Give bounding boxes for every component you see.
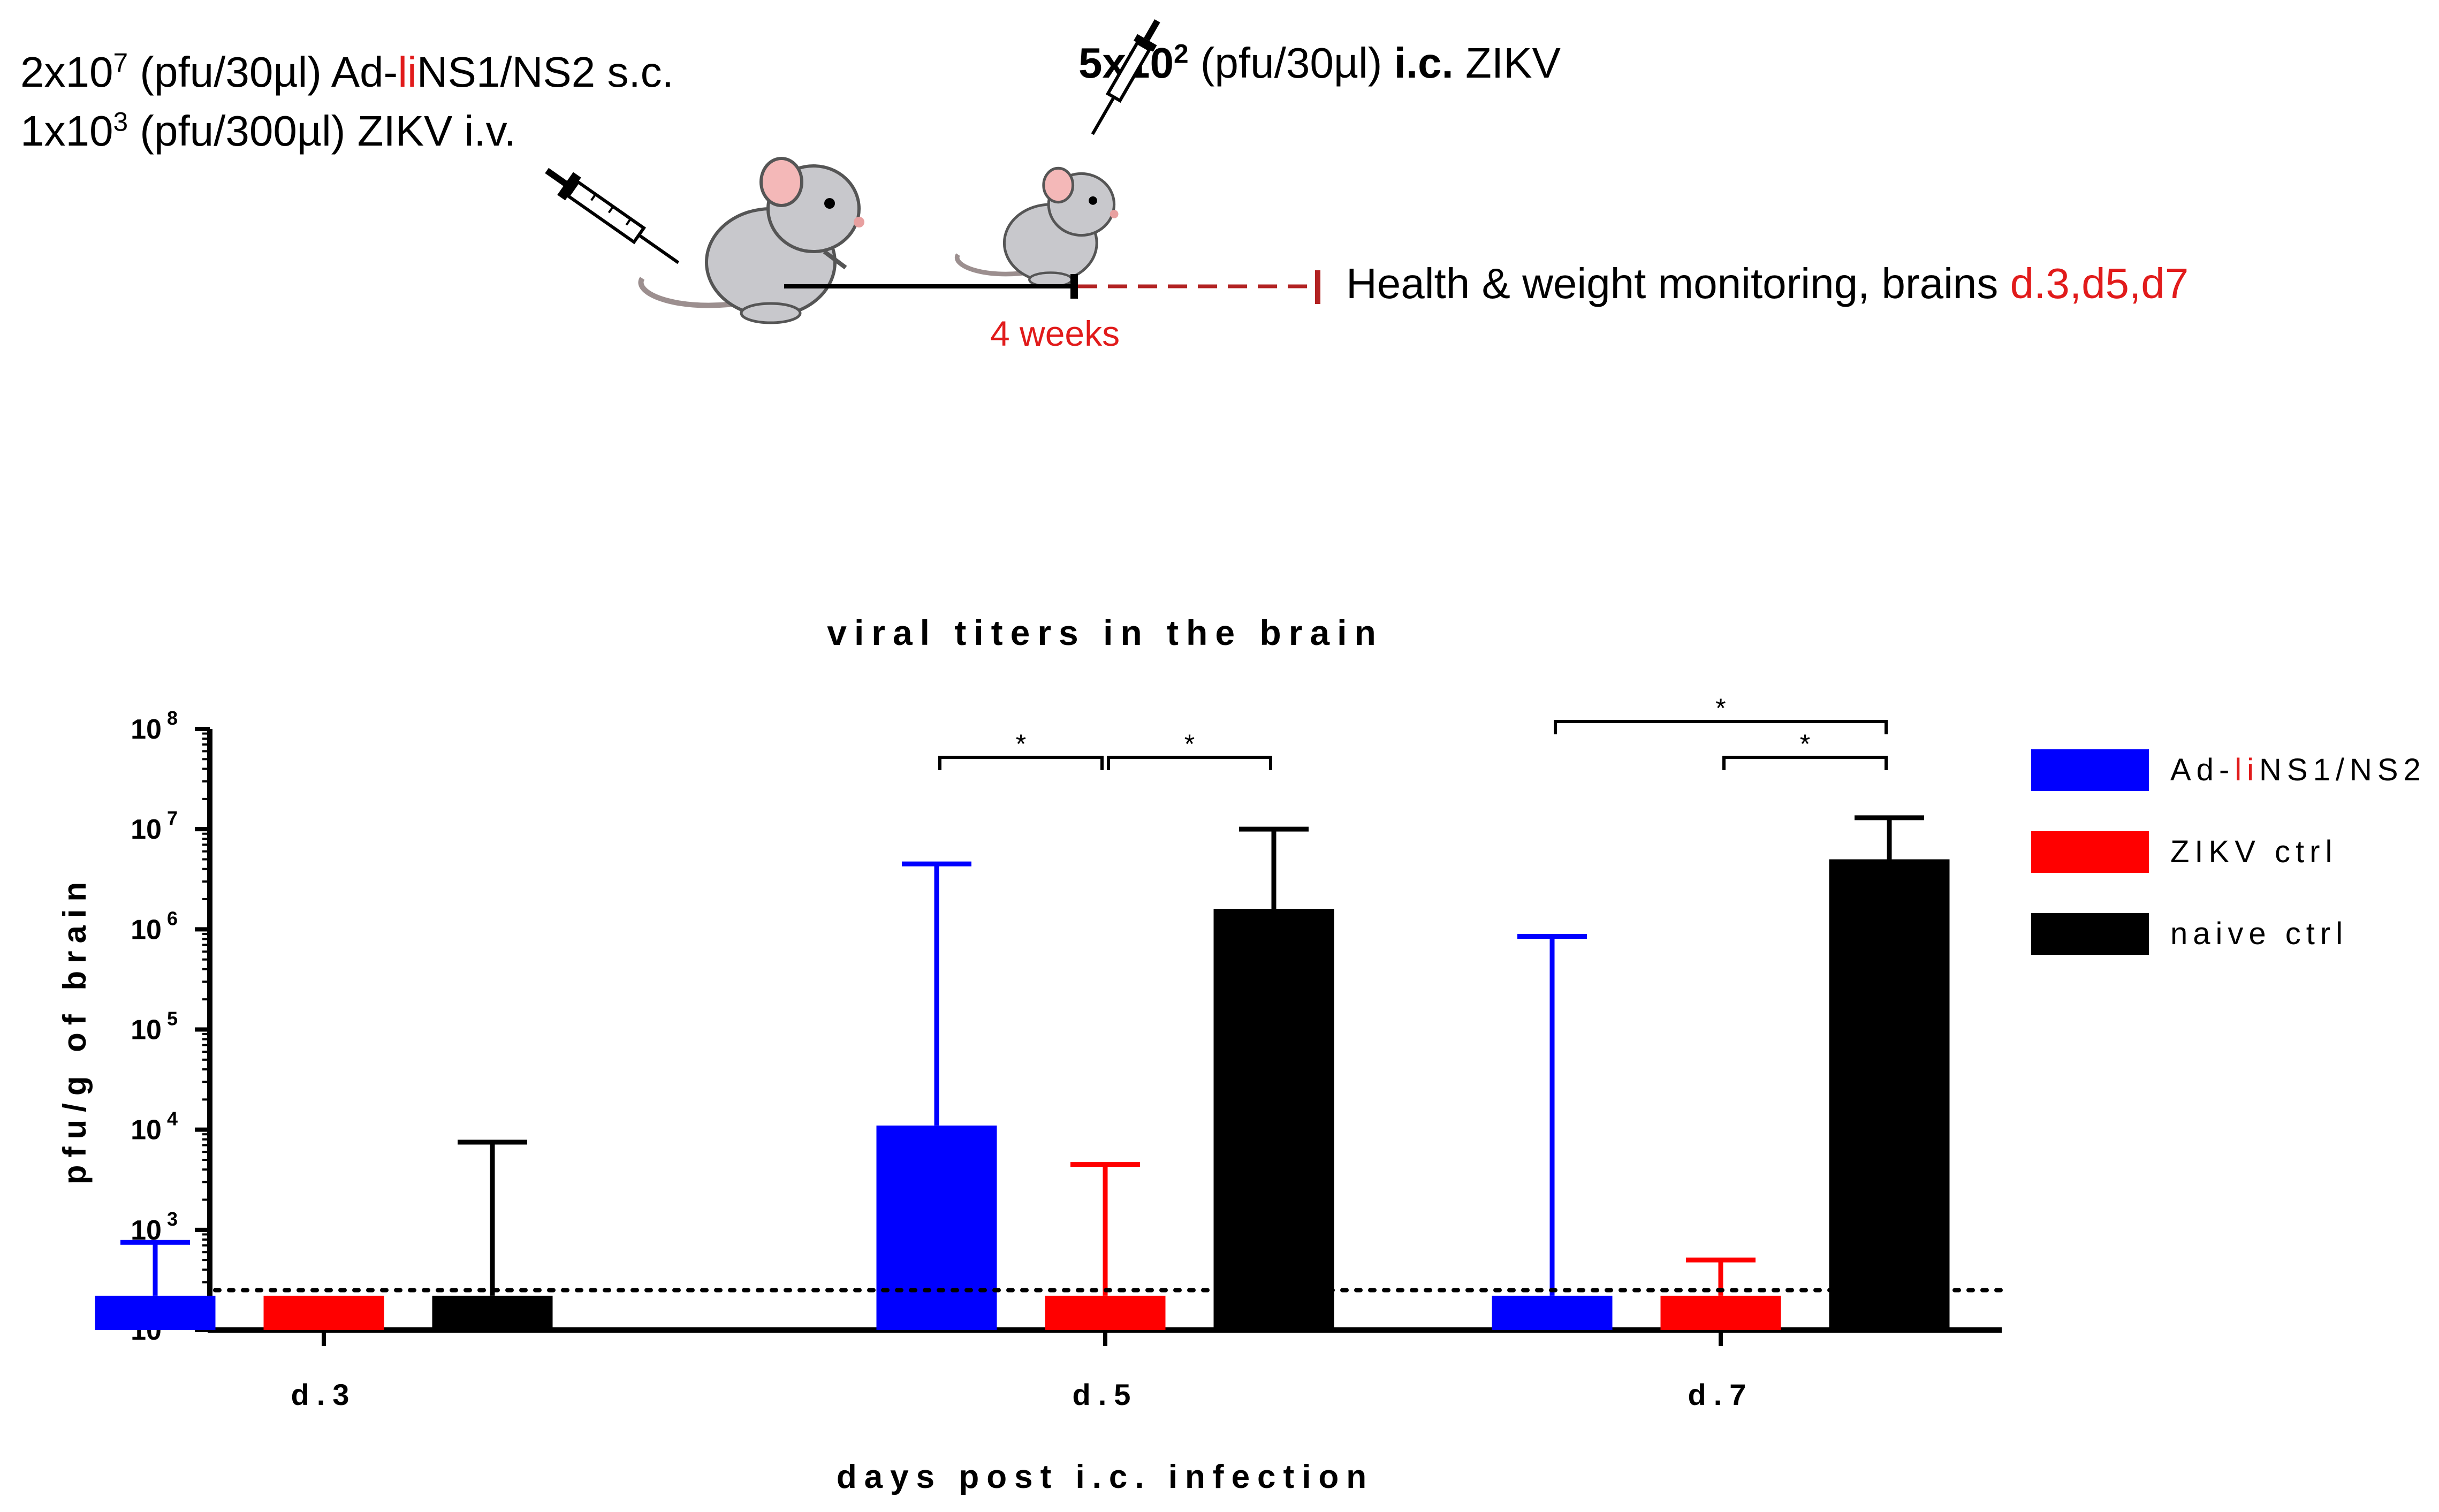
x-tick-label: d.5 xyxy=(1073,1378,1138,1411)
y-tick-label: 10 5 xyxy=(131,1008,178,1046)
schematic-graphics xyxy=(545,19,1320,324)
infection-line-2: 1x103 (pfu/300µl) ZIKV i.v. xyxy=(20,107,516,155)
bar xyxy=(95,1295,216,1330)
bar xyxy=(1492,1295,1613,1330)
challenge-dose-label: 5x102 (pfu/30µl) i.c. ZIKV xyxy=(1078,39,1561,87)
significance-label: * xyxy=(1715,693,1726,723)
y-tick-label: 10 7 xyxy=(131,807,178,845)
bar xyxy=(1660,1295,1781,1330)
immunization-line-1: 2x107 (pfu/30µl) Ad-liNS1/NS2 s.c. xyxy=(20,48,674,96)
bar xyxy=(1829,859,1950,1330)
x-tick-label: d.7 xyxy=(1688,1378,1754,1411)
mouse-icon xyxy=(638,157,864,324)
timeline-tick xyxy=(1070,274,1078,299)
legend-label: ZIKV ctrl xyxy=(2170,834,2337,869)
bar xyxy=(432,1295,553,1330)
bar xyxy=(263,1295,384,1330)
significance-label: * xyxy=(1800,729,1810,759)
significance-bracket xyxy=(938,756,1104,770)
significance-label: * xyxy=(1016,729,1026,759)
significance-bracket xyxy=(1554,720,1888,734)
x-axis-label: days post i.c. infection xyxy=(837,1458,1374,1495)
y-axis-label: pfu/g of brain xyxy=(57,875,93,1184)
significance-bracket xyxy=(1722,756,1888,770)
legend-swatch xyxy=(2031,831,2149,873)
legend-label: Ad-liNS1/NS2 xyxy=(2170,753,2426,787)
y-tick-label: 10 6 xyxy=(131,907,178,945)
significance-bracket xyxy=(1107,756,1272,770)
syringe-icon xyxy=(1091,19,1160,135)
interval-label: 4 weeks xyxy=(990,314,1120,353)
significance-label: * xyxy=(1184,729,1195,759)
bar xyxy=(1213,909,1334,1330)
syringe-icon xyxy=(545,168,680,264)
y-tick-label: 10 8 xyxy=(131,707,178,745)
bar xyxy=(876,1125,997,1330)
legend-swatch xyxy=(2031,749,2149,791)
legend-swatch xyxy=(2031,913,2149,955)
x-tick-label: d.3 xyxy=(291,1378,357,1411)
legend-label: naive ctrl xyxy=(2170,916,2348,951)
mouse-icon xyxy=(954,166,1119,288)
chart-title: viral titers in the brain xyxy=(827,613,1384,652)
monitoring-label: Health & weight monitoring, brains d.3,d… xyxy=(1346,260,2189,307)
bar xyxy=(1045,1295,1166,1330)
y-tick-label: 10 4 xyxy=(131,1108,178,1146)
